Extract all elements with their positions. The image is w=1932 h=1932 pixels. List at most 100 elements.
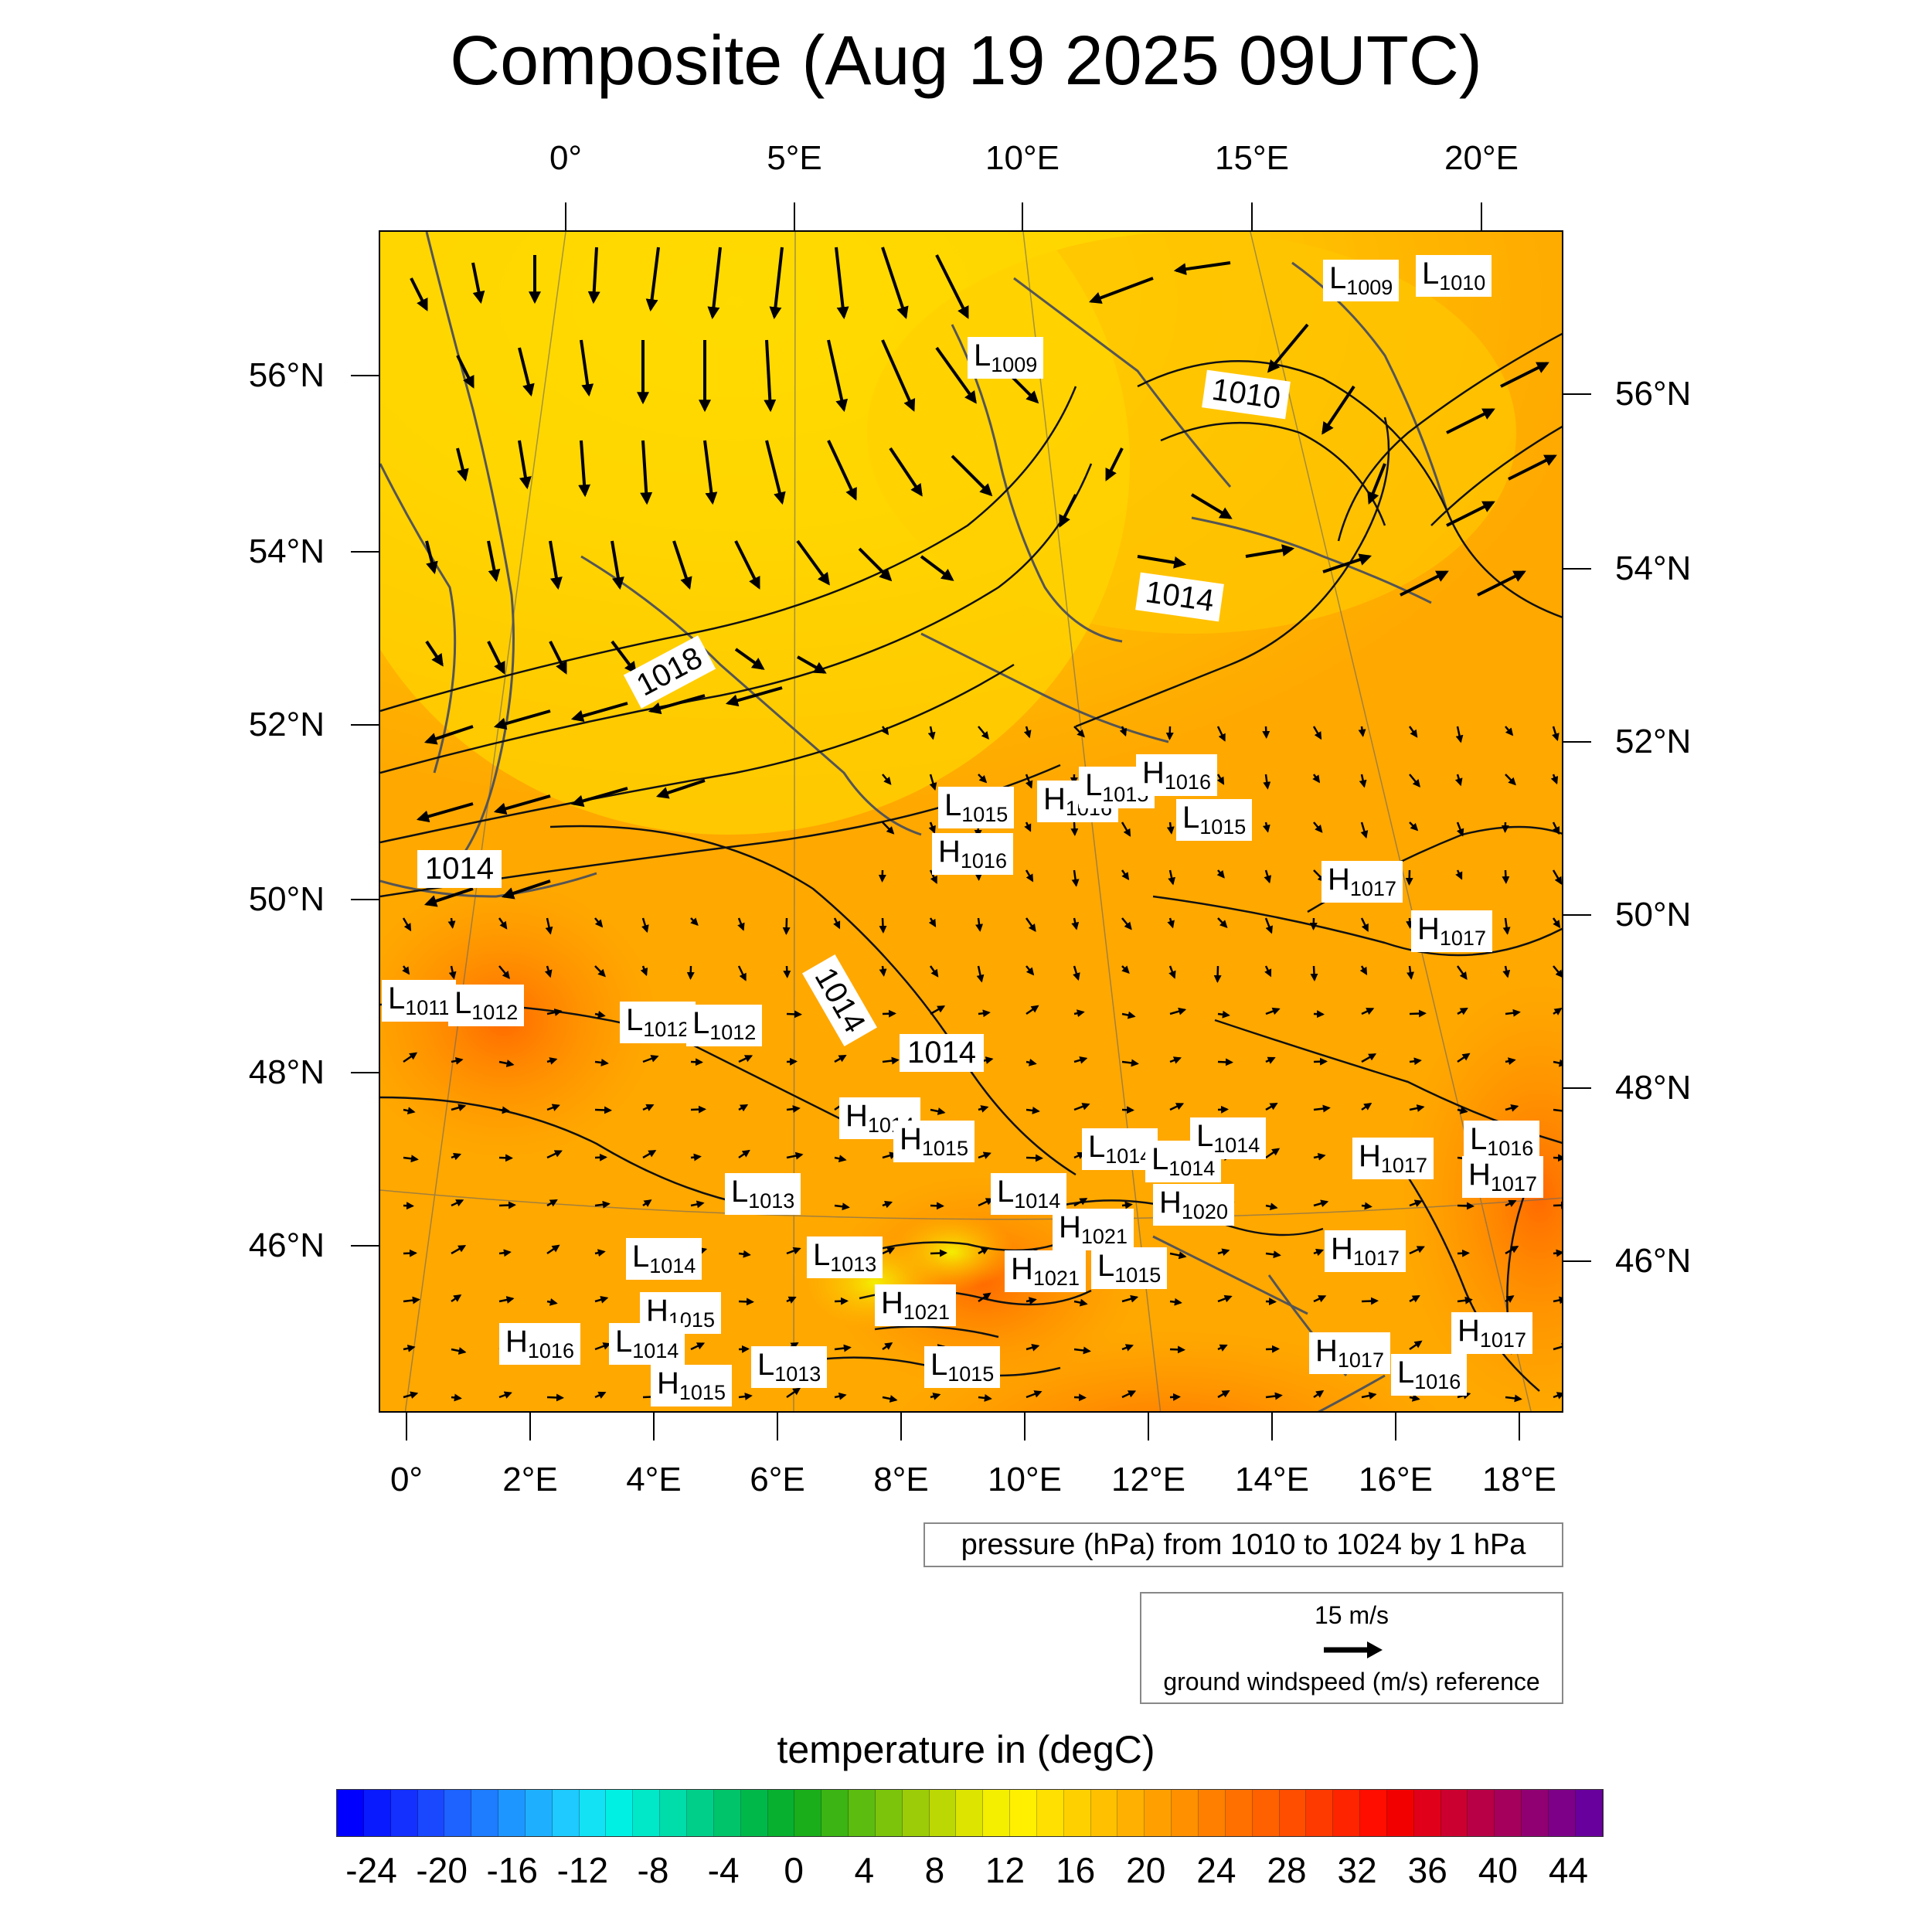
wind-arrow	[1217, 917, 1228, 928]
wind-arrow	[1216, 726, 1226, 742]
wind-arrow	[1409, 1104, 1425, 1112]
wind-arrow	[451, 1152, 462, 1161]
wind-arrow	[594, 917, 604, 928]
colorbar-swatch	[1306, 1790, 1334, 1836]
pressure-center-label: L1015	[1091, 1247, 1168, 1289]
wind-arrow	[1026, 1106, 1040, 1114]
left-lat-label: 52°N	[248, 706, 325, 743]
wind-arrow	[1505, 1394, 1522, 1403]
wind-arrow	[1216, 869, 1225, 879]
wind-arrow	[1505, 1246, 1519, 1255]
colorbar-tick-label: 8	[924, 1850, 945, 1890]
colorbar-tick-label: -24	[345, 1850, 397, 1890]
wind-arrow	[594, 1058, 609, 1066]
colorbar-swatch	[1575, 1790, 1603, 1836]
pressure-center-label: H1021	[1053, 1209, 1134, 1250]
wind-arrow	[403, 1296, 420, 1304]
pressure-center-label: L1014	[991, 1173, 1067, 1215]
wind-arrow	[1313, 1389, 1325, 1399]
pressure-center-label: H1016	[1136, 754, 1217, 796]
colorbar-swatch	[1225, 1790, 1253, 1836]
wind-arrow	[1265, 1250, 1281, 1259]
wind-arrow	[978, 1247, 989, 1255]
colorbar-swatch	[686, 1790, 714, 1836]
wind-arrow	[546, 1104, 560, 1111]
pressure-center-label: L1016	[1464, 1121, 1540, 1162]
wind-arrow	[1553, 965, 1562, 978]
colorbar-swatch	[1360, 1790, 1387, 1836]
wind-arrow	[594, 965, 606, 978]
right-lat-label: 54°N	[1615, 549, 1692, 587]
wind-arrow	[451, 1393, 462, 1402]
wind-arrow	[642, 1150, 657, 1159]
wind-arrow	[1121, 821, 1131, 837]
wind-arrow	[978, 1009, 991, 1018]
wind-arrow	[1361, 1008, 1375, 1015]
colorbar-swatch	[471, 1790, 499, 1836]
wind-arrow	[403, 1107, 416, 1115]
wind-arrow	[786, 1247, 801, 1255]
wind-arrow	[833, 917, 841, 930]
wind-arrow	[1165, 726, 1174, 740]
wind-arrow	[976, 965, 985, 983]
wind-arrow	[1313, 821, 1323, 833]
wind-arrow	[451, 1347, 467, 1355]
wind-arrow	[402, 917, 412, 932]
colorbar-swatch	[794, 1790, 822, 1836]
wind-arrow	[1502, 869, 1510, 884]
wind-arrow	[498, 1296, 515, 1304]
wind-arrow	[929, 965, 939, 978]
wind-arrow	[690, 1058, 703, 1066]
colorbar-swatch	[1440, 1790, 1468, 1836]
wind-arrow	[881, 726, 889, 736]
wind-arrow	[1168, 869, 1175, 886]
wind-reference-legend: 15 m/s ground windspeed (m/s) reference	[1140, 1592, 1563, 1704]
bottom-lon-label: 2°E	[502, 1461, 558, 1498]
bottom-lon-label: 8°E	[873, 1461, 929, 1498]
wind-arrow	[1457, 1053, 1471, 1063]
isobar-label: 1014	[900, 1034, 984, 1072]
wind-arrow	[690, 917, 699, 927]
wind-arrow	[1409, 821, 1419, 832]
wind-arrow	[978, 1393, 992, 1402]
colorbar-swatch	[1495, 1790, 1522, 1836]
wind-arrow	[1265, 1298, 1277, 1306]
colorbar-swatch	[1117, 1790, 1145, 1836]
wind-arrow	[1024, 821, 1032, 832]
wind-arrow	[1505, 1057, 1516, 1066]
wind-arrow	[1553, 1108, 1562, 1112]
wind-arrow	[882, 1342, 893, 1351]
wind-arrow	[1026, 1390, 1043, 1399]
pressure-center-label: H1020	[1153, 1184, 1234, 1226]
wind-arrow	[1312, 774, 1321, 784]
colorbar-swatch	[1279, 1790, 1307, 1836]
map-panel[interactable]: 1018 1014 1014 1014 1014 1010 L1009 L100…	[379, 230, 1563, 1413]
wind-arrow	[1552, 869, 1562, 885]
wind-arrow	[834, 1054, 847, 1063]
wind-arrow	[1313, 1199, 1329, 1208]
wind-arrow	[786, 1105, 801, 1114]
wind-arrow	[403, 1344, 416, 1352]
wind-arrow	[1025, 869, 1034, 883]
wind-arrow	[498, 1201, 516, 1209]
wind-arrow	[1169, 1298, 1182, 1306]
wind-arrow	[834, 1392, 847, 1400]
wind-arrow	[1023, 726, 1032, 739]
wind-arrow	[975, 917, 984, 932]
wind-arrow	[1169, 1056, 1182, 1064]
left-lat-label: 54°N	[248, 532, 325, 570]
wind-arrow	[1169, 1251, 1187, 1260]
wind-arrow	[1071, 869, 1080, 887]
wind-arrow	[930, 1005, 946, 1015]
wind-arrow	[1455, 869, 1463, 880]
pressure-center-label: H1017	[1462, 1156, 1543, 1198]
colorbar-tick-label: 36	[1407, 1850, 1447, 1890]
wind-arrow	[1265, 1102, 1278, 1111]
pressure-center-label: L1016	[1391, 1354, 1468, 1396]
wind-arrow	[1505, 1295, 1515, 1303]
top-lon-label: 5°E	[767, 139, 822, 177]
colorbar-tick-label: 0	[784, 1850, 804, 1890]
wind-arrow	[882, 1395, 898, 1403]
wind-arrow	[544, 965, 553, 978]
wind-arrow	[1167, 917, 1175, 929]
